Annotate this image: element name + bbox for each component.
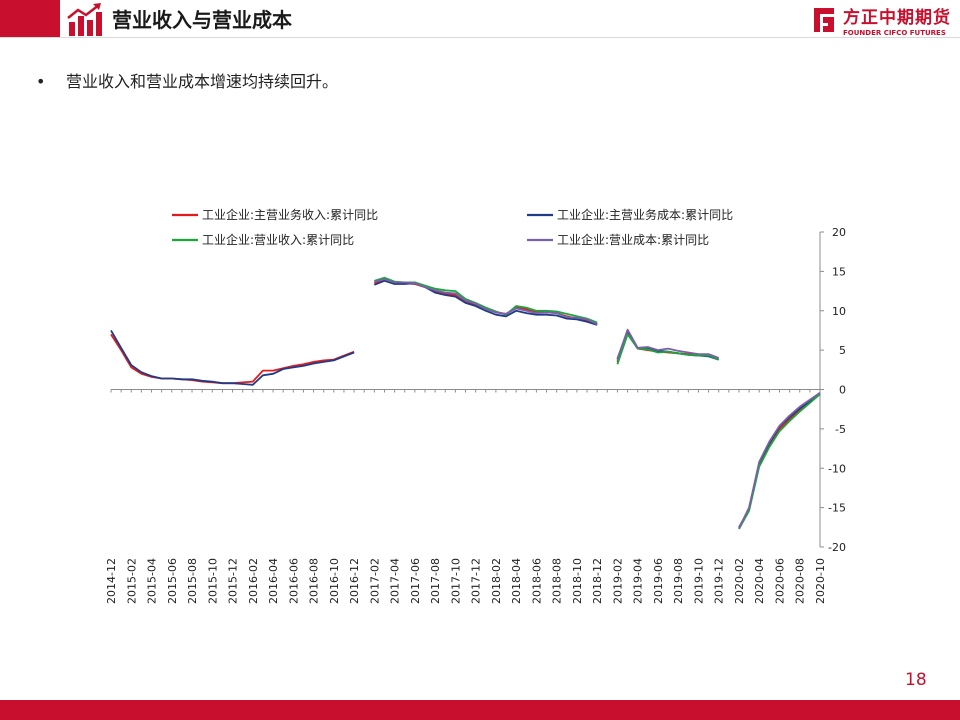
growth-chart-icon bbox=[67, 3, 102, 36]
y-tick-label: -5 bbox=[835, 423, 846, 436]
header-bar: 营业收入与营业成本 方正中期期货 FOUNDER CIFCO FUTURES bbox=[0, 0, 960, 44]
page-title: 营业收入与营业成本 bbox=[112, 8, 292, 32]
x-tick-label: 2015-02 bbox=[125, 558, 138, 604]
x-tick-label: 2015-10 bbox=[206, 558, 219, 604]
x-tick-label: 2018-04 bbox=[510, 558, 523, 604]
x-tick-label: 2017-10 bbox=[449, 558, 462, 604]
y-tick-label: -15 bbox=[828, 502, 846, 515]
y-tick-label: 15 bbox=[832, 265, 846, 278]
x-tick-label: 2019-02 bbox=[611, 558, 624, 604]
y-tick-label: -20 bbox=[828, 541, 846, 554]
x-tick-label: 2015-06 bbox=[166, 558, 179, 604]
x-tick-label: 2018-02 bbox=[490, 558, 503, 604]
y-tick-label: 0 bbox=[839, 384, 846, 397]
x-tick-label: 2015-04 bbox=[146, 558, 159, 604]
x-tick-label: 2016-02 bbox=[247, 558, 260, 604]
page-number: 18 bbox=[905, 670, 927, 690]
x-tick-label: 2015-08 bbox=[186, 558, 199, 604]
y-tick-label: 20 bbox=[832, 226, 846, 239]
x-tick-label: 2014-12 bbox=[105, 558, 118, 604]
x-tick-label: 2020-04 bbox=[753, 558, 766, 604]
x-tick-label: 2017-04 bbox=[389, 558, 402, 604]
x-tick-label: 2019-04 bbox=[632, 558, 645, 604]
y-tick-label: 5 bbox=[839, 344, 846, 357]
line-chart: 20 15 10 5 0 -5 -10 -15 -20 2014-12 2015-02 2015-04… bbox=[105, 207, 846, 604]
x-tick-label: 2017-08 bbox=[429, 558, 442, 604]
x-tick-label: 2016-12 bbox=[348, 558, 361, 604]
x-tick-label: 2017-02 bbox=[368, 558, 381, 604]
x-tick-label: 2015-12 bbox=[227, 558, 240, 604]
y-tick-label: 10 bbox=[832, 305, 846, 318]
x-tick-label: 2017-06 bbox=[409, 558, 422, 604]
x-tick-label: 2019-06 bbox=[652, 558, 665, 604]
brand-name-en: FOUNDER CIFCO FUTURES bbox=[843, 29, 946, 37]
bullet-text: 营业收入和营业成本增速均持续回升。 bbox=[66, 72, 339, 91]
x-tick-label: 2017-12 bbox=[470, 558, 483, 604]
y-tick-label: -10 bbox=[828, 462, 846, 475]
footer-bar bbox=[0, 700, 960, 720]
legend-label-2: 工业企业:主营业务成本:累计同比 bbox=[557, 207, 733, 222]
x-tick-label: 2018-12 bbox=[591, 558, 604, 604]
x-tick-label: 2016-04 bbox=[267, 558, 280, 604]
legend-label-1: 工业企业:主营业务收入:累计同比 bbox=[202, 207, 378, 222]
header-divider bbox=[0, 37, 960, 38]
x-tick-label: 2020-02 bbox=[733, 558, 746, 604]
x-tick-label: 2018-10 bbox=[571, 558, 584, 604]
x-tick-label: 2020-06 bbox=[773, 558, 786, 604]
x-tick-label: 2018-08 bbox=[551, 558, 564, 604]
x-tick-label: 2016-10 bbox=[328, 558, 341, 604]
bullet-dot-icon: • bbox=[36, 72, 46, 91]
x-tick-label: 2020-10 bbox=[814, 558, 827, 604]
brand-mark-icon bbox=[814, 8, 834, 32]
x-tick-label: 2019-12 bbox=[713, 558, 726, 604]
header-accent-block bbox=[0, 0, 60, 37]
x-tick-label: 2016-08 bbox=[308, 558, 321, 604]
x-tick-label: 2019-10 bbox=[692, 558, 705, 604]
legend-label-3: 工业企业:营业收入:累计同比 bbox=[202, 232, 354, 247]
series-line-2 bbox=[110, 279, 821, 528]
x-tick-label: 2016-06 bbox=[287, 558, 300, 604]
series-line-4 bbox=[374, 278, 821, 529]
brand-name-cn: 方正中期期货 bbox=[843, 8, 951, 28]
x-tick-label: 2018-06 bbox=[530, 558, 543, 604]
x-tick-label: 2019-08 bbox=[672, 558, 685, 604]
brand-logo: 方正中期期货 FOUNDER CIFCO FUTURES bbox=[810, 6, 950, 38]
series-line-1 bbox=[110, 279, 821, 530]
legend-label-4: 工业企业:营业成本:累计同比 bbox=[557, 232, 709, 247]
bullet-point: • 营业收入和营业成本增速均持续回升。 bbox=[36, 70, 338, 94]
x-tick-label: 2020-08 bbox=[794, 558, 807, 604]
